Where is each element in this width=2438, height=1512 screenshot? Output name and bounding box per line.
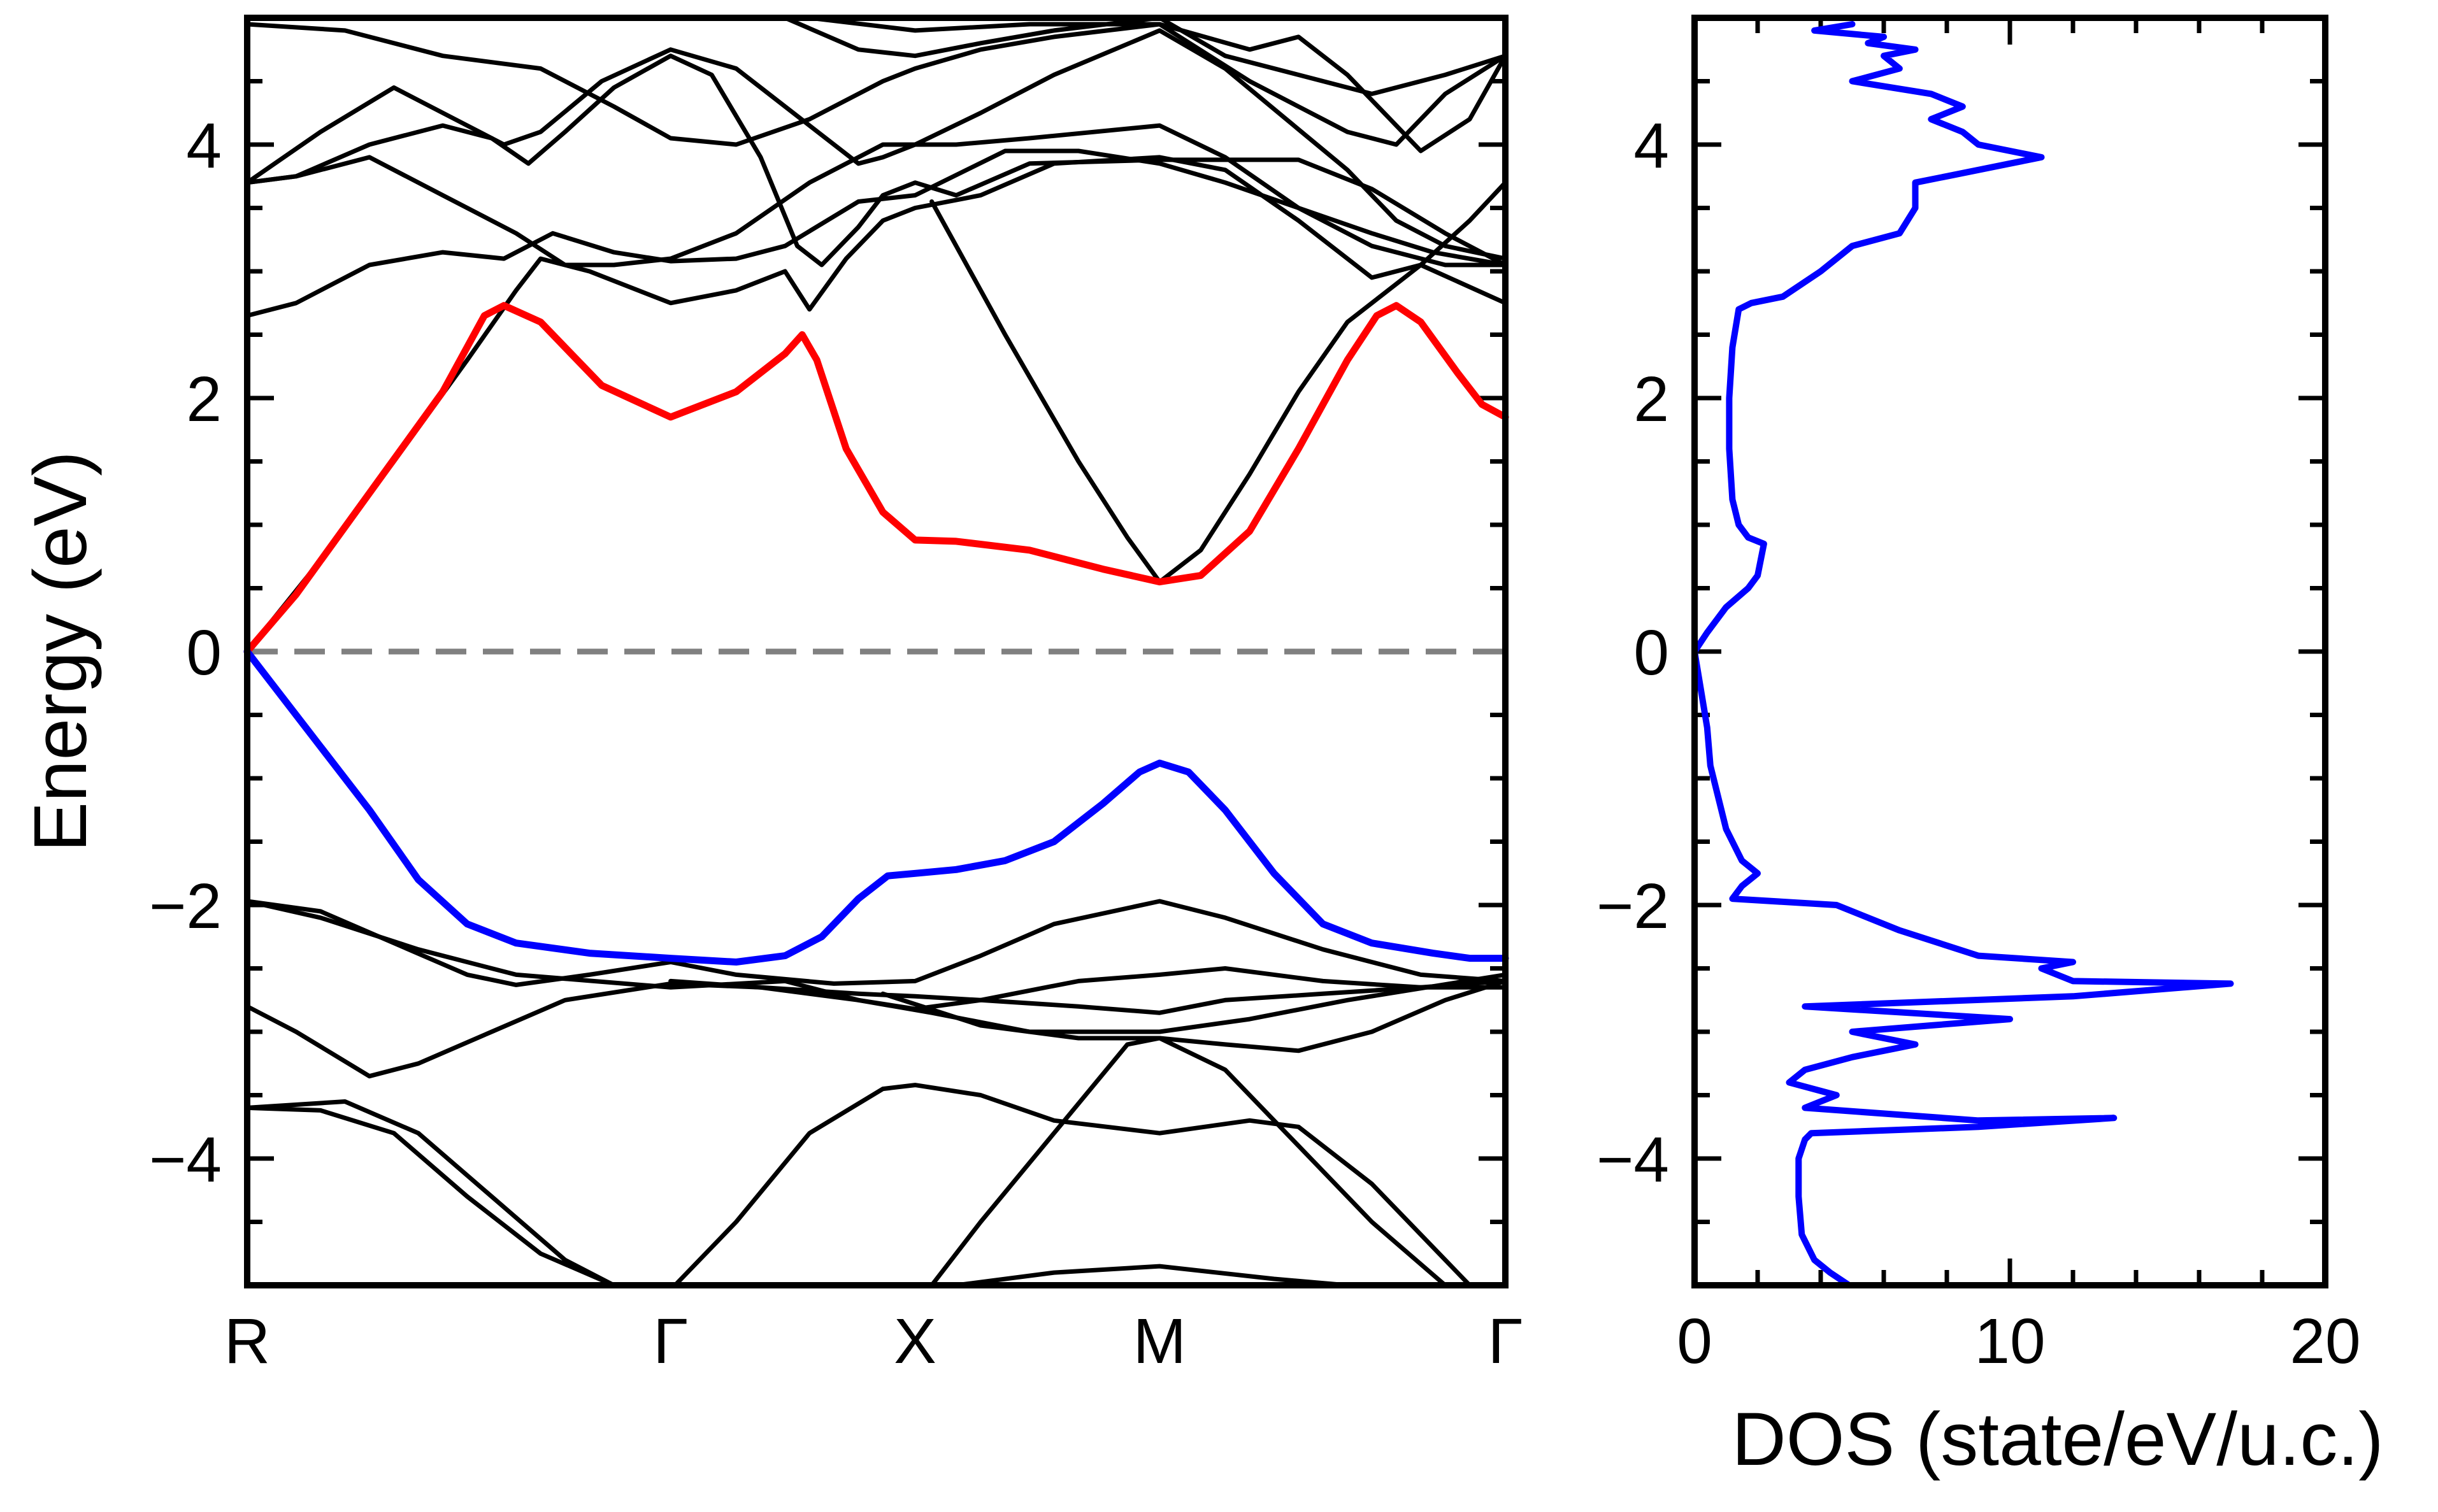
dos-y-tick-label: −4 <box>1596 1124 1669 1195</box>
dos-y-tick-label: 0 <box>1633 617 1669 688</box>
band-line <box>929 1036 1448 1288</box>
band-line <box>245 22 1508 147</box>
dos-x-axis-title: DOS (state/eV/u.c.) <box>1732 1397 2384 1481</box>
dos-tick-labels: −4 −2 0 2 4 0 10 20 <box>1596 110 2361 1377</box>
valence-band-line <box>243 648 1509 966</box>
band-line <box>245 28 1508 261</box>
band-y-tick-label: 0 <box>186 617 222 688</box>
k-point-label: Γ <box>1488 1306 1523 1377</box>
k-point-label: M <box>1133 1306 1186 1377</box>
k-point-label: Γ <box>653 1306 688 1377</box>
band-y-tick-label: −2 <box>149 871 222 942</box>
dos-y-tick-label: −2 <box>1596 871 1669 942</box>
band-y-axis-title: Energy (eV) <box>18 451 103 852</box>
band-curves <box>243 15 1509 1288</box>
dos-y-tick-label: 2 <box>1633 364 1669 435</box>
band-y-tick-label: 4 <box>186 110 222 182</box>
band-structure-panel: −4 −2 0 2 4 R Γ X M Γ Energy (eV) <box>18 15 1523 1377</box>
dos-x-tick-label: 0 <box>1677 1306 1712 1377</box>
band-line <box>929 180 1508 585</box>
band-plot-frame <box>244 15 1509 1288</box>
band-line <box>245 1099 617 1288</box>
conduction-band-line <box>243 302 1509 655</box>
band-tick-labels: −4 −2 0 2 4 R Γ X M Γ <box>149 110 1523 1377</box>
band-y-tick-label: 2 <box>186 364 222 435</box>
k-point-label: X <box>894 1306 936 1377</box>
dos-curve <box>1691 21 2234 1288</box>
band-line <box>245 899 1508 987</box>
band-line <box>245 148 1508 318</box>
k-point-label: R <box>224 1306 270 1377</box>
band-line <box>673 1083 1472 1288</box>
band-line <box>245 978 1508 1079</box>
dos-panel: −4 −2 0 2 4 0 10 20 DOS (state/eV/u.c.) <box>1596 15 2384 1481</box>
band-line <box>245 123 1508 267</box>
dos-y-tick-label: 4 <box>1633 110 1669 182</box>
band-line <box>880 978 1508 1053</box>
band-y-tick-label: −4 <box>149 1124 222 1195</box>
dos-axis-ticks <box>1695 18 2325 1285</box>
dos-x-tick-label: 10 <box>1974 1306 2045 1377</box>
dos-plot-frame <box>1691 15 2328 1288</box>
dos-curves <box>1691 21 2234 1288</box>
band-line <box>245 1105 617 1288</box>
band-line <box>807 15 1508 153</box>
band-line <box>954 1264 1350 1288</box>
dos-x-tick-label: 20 <box>2290 1306 2360 1377</box>
